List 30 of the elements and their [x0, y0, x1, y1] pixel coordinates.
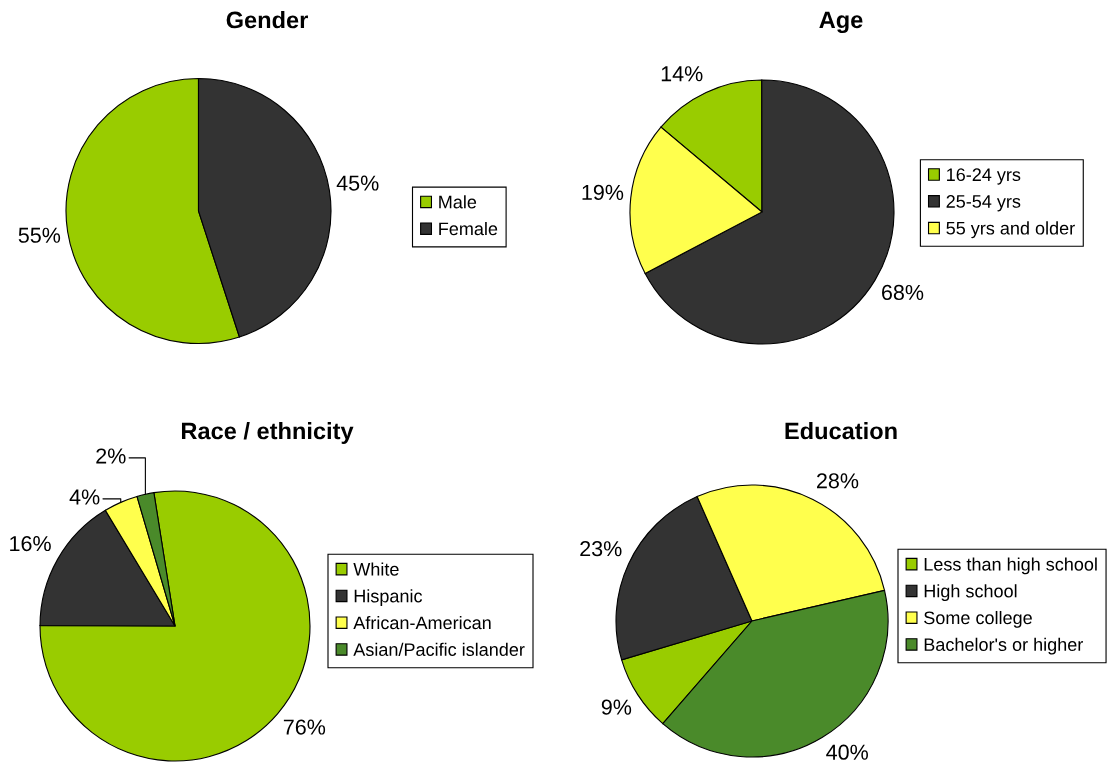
legend-label: Less than high school	[924, 557, 1097, 575]
legend-label: African-American	[353, 615, 491, 630]
chart-title: Race / ethnicity	[181, 421, 354, 445]
data-label: 4%	[69, 489, 100, 505]
data-label: 28%	[817, 473, 859, 489]
legend-label: 16-24 yrs	[947, 168, 1021, 185]
legend-label: Asian/Pacific islander	[353, 642, 525, 656]
data-label: 23%	[580, 541, 622, 557]
data-label: 19%	[582, 184, 624, 200]
chart-title: Gender	[226, 11, 308, 29]
data-label: 14%	[661, 66, 703, 82]
legend-label: High school	[924, 584, 1017, 602]
data-label: 40%	[826, 744, 868, 760]
data-label: 68%	[882, 284, 924, 301]
legend-label: Bachelor's or higher	[924, 637, 1083, 655]
legend-label: Hispanic	[354, 589, 423, 607]
legend-label: White	[353, 562, 399, 576]
legend-label: 55 yrs and older	[946, 221, 1075, 239]
data-label: 76%	[283, 719, 326, 735]
chart-title: Age	[819, 11, 863, 34]
chart-title: Education	[785, 421, 897, 440]
data-label: 2%	[96, 448, 126, 464]
data-label: 9%	[601, 699, 632, 715]
data-label: 45%	[336, 175, 379, 191]
legend-label: Some college	[924, 610, 1032, 628]
legend-label: Female	[439, 221, 498, 236]
legend-label: Male	[439, 195, 477, 209]
legend-label: 25-54 yrs	[946, 195, 1021, 212]
data-label: 16%	[10, 535, 51, 552]
data-label: 55%	[18, 227, 61, 243]
